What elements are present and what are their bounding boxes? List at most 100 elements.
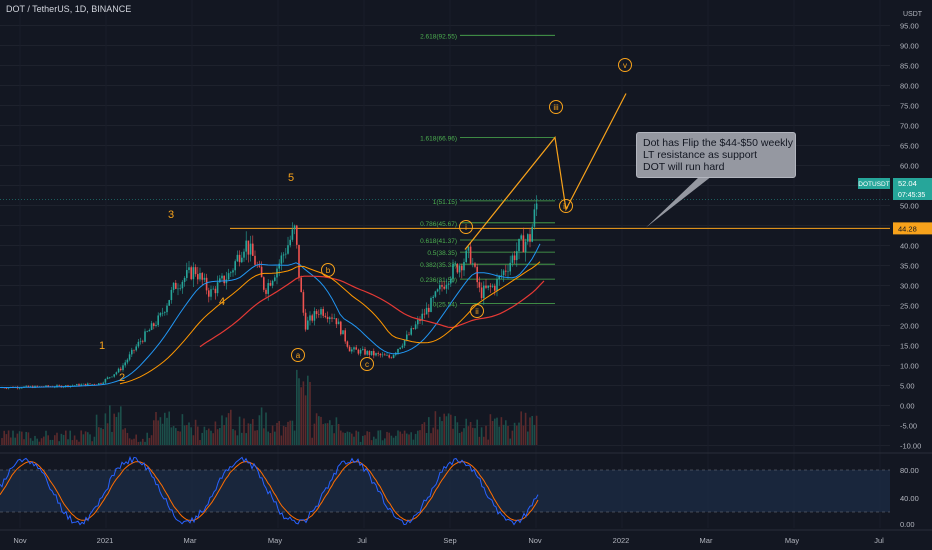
candle-body [252, 243, 254, 256]
time-label: Jul [874, 536, 884, 545]
annotation-callout[interactable]: Dot has Flip the $44-$50 weekly LT resis… [636, 132, 796, 178]
volume-bar [324, 423, 327, 445]
volume-bar [201, 432, 203, 445]
candle-body [489, 285, 492, 287]
volume-bar [120, 406, 122, 445]
candle-body [177, 288, 179, 290]
volume-bar [216, 429, 219, 445]
last-price-tag-bg [893, 178, 932, 200]
candle-body [507, 271, 509, 273]
volume-bar [232, 429, 234, 445]
volume-bar [447, 413, 450, 445]
candle-body [362, 349, 364, 350]
candle-body [441, 285, 443, 287]
candle-body [56, 385, 58, 387]
candle-body [89, 383, 91, 385]
volume-bar [23, 439, 25, 445]
candle-body [260, 266, 263, 278]
volume-bar [205, 430, 208, 445]
candle-body [430, 298, 432, 312]
candle-body [210, 289, 212, 297]
volume-bar [241, 432, 243, 445]
volume-bar [210, 430, 212, 445]
candle-body [322, 308, 324, 316]
price-currency-label: USDT [903, 11, 923, 18]
candle-body [203, 277, 206, 280]
volume-bar [47, 435, 49, 445]
candle-body [133, 349, 135, 351]
volume-bar [443, 413, 445, 445]
wave-label-projection: ii [475, 307, 479, 316]
annotation-line-2: LT resistance as support [643, 149, 758, 161]
volume-bar [45, 430, 47, 445]
wave-label-projection: i [465, 223, 467, 232]
wave-label-correction-circle [291, 348, 305, 362]
volume-bar [285, 426, 287, 445]
candle-body [392, 354, 395, 358]
candle-body [447, 283, 450, 285]
countdown-tag: 07:45:35 [898, 192, 925, 199]
volume-bar [203, 426, 206, 445]
price-tick-label: 75.00 [900, 102, 919, 111]
volume-bar [340, 430, 342, 445]
wave-label-projection-circle [459, 220, 473, 234]
candle-body [58, 385, 60, 386]
candle-body [188, 267, 190, 271]
stoch-k-line [0, 455, 539, 526]
volume-bar [58, 441, 60, 445]
candle-body [342, 330, 344, 335]
price-tick-label: 40.00 [900, 242, 919, 251]
volume-bar [243, 418, 245, 445]
candles-group [1, 195, 538, 390]
volume-bar [465, 418, 467, 445]
volume-bar [386, 431, 388, 445]
volume-bar [412, 439, 415, 445]
candle-body [245, 240, 247, 252]
volume-bar [390, 435, 393, 445]
wave-label-impulse: 5 [288, 172, 294, 184]
volume-bar [194, 419, 197, 445]
candle-body [456, 263, 459, 273]
candle-body [505, 270, 507, 272]
candle-body [337, 321, 340, 325]
volume-bar [21, 431, 23, 445]
volume-bar [377, 430, 379, 445]
volume-bar [16, 433, 19, 445]
candle-body [353, 347, 355, 350]
price-tick-label: 90.00 [900, 42, 919, 51]
volume-bar [133, 438, 135, 445]
volume-bar [227, 413, 230, 445]
wave-label-correction-circle [360, 357, 374, 371]
volume-bar [34, 435, 36, 445]
candle-body [263, 277, 265, 290]
volume-bar [287, 421, 289, 445]
volume-bar [265, 412, 267, 445]
volume-bar [186, 425, 188, 445]
time-label: Sep [443, 536, 456, 545]
volume-bar [478, 436, 481, 445]
candle-body [386, 355, 388, 356]
candle-body [80, 384, 82, 386]
candle-body [5, 388, 8, 389]
volume-bar [364, 435, 366, 445]
symbol-tag: DOTUSDT [858, 181, 889, 188]
volume-bar [126, 432, 129, 445]
candle-body [164, 312, 166, 313]
volume-bar [245, 433, 247, 445]
candle-body [443, 286, 445, 289]
volume-bar [117, 412, 120, 445]
candle-body [364, 349, 366, 355]
price-tick-label: 30.00 [900, 282, 919, 291]
volume-bar [73, 435, 76, 445]
volume-bar [230, 409, 232, 445]
candle-body [399, 347, 401, 350]
candle-body [461, 265, 463, 271]
volume-bar [452, 428, 454, 445]
candle-body [91, 384, 93, 385]
volume-bar [150, 435, 153, 445]
volume-bar [1, 438, 3, 445]
volume-bar [106, 423, 109, 445]
volume-bar [7, 430, 10, 445]
